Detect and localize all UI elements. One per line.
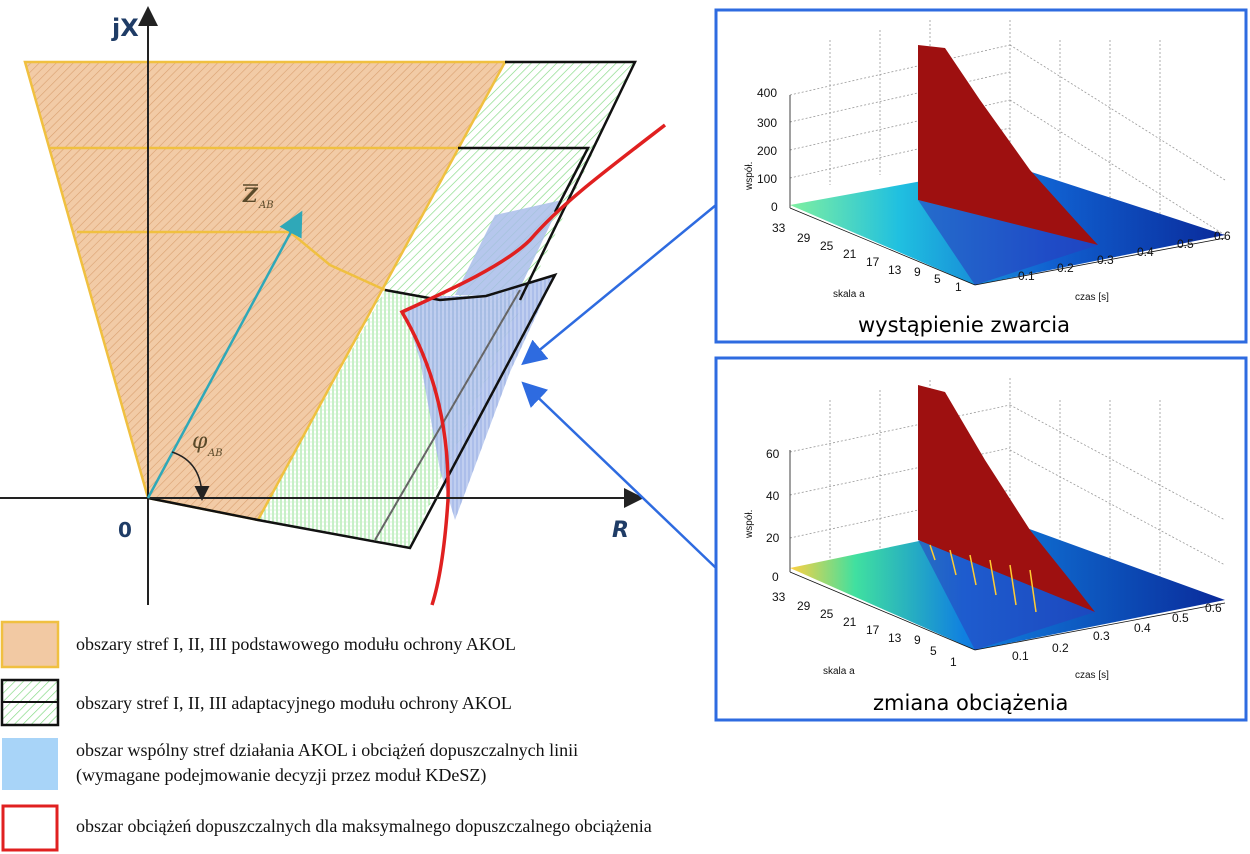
a-tick: 9	[914, 265, 921, 279]
a-tick: 5	[930, 644, 937, 658]
a-tick: 33	[772, 590, 786, 604]
z-tick: 400	[757, 86, 777, 100]
panel-load: 60 40 20 0 współ. 33 29 25 21 17 13 9 5 …	[714, 356, 1248, 722]
vector-subscript: AB	[258, 200, 274, 211]
panel-caption: zmiana obciążenia	[873, 691, 1068, 715]
z-tick: 0	[772, 570, 779, 584]
adaptive-zone-III-border	[505, 60, 637, 301]
a-tick: 25	[820, 607, 834, 621]
t-tick: 0.6	[1214, 229, 1231, 243]
t-tick: 0.5	[1177, 237, 1194, 251]
panel-caption: wystąpienie zwarcia	[858, 313, 1070, 337]
t-tick: 0.4	[1137, 245, 1154, 259]
t-tick: 0.6	[1205, 601, 1222, 615]
angle-label: φ	[192, 429, 208, 454]
t-axis-label: czas [s]	[1075, 670, 1109, 681]
a-tick: 17	[866, 255, 880, 269]
adaptive-zone-I-border	[147, 272, 558, 550]
a-axis-label: skala a	[823, 666, 855, 677]
z-tick: 0	[771, 200, 778, 214]
legend-item: (wymagane podejmowanie decyzji przez mod…	[76, 765, 486, 786]
impedance-diagram: jX R 0 Z AB φ AB	[0, 6, 667, 606]
legend-swatch-basic	[0, 620, 60, 669]
a-tick: 1	[950, 655, 957, 669]
vector-label: Z	[242, 183, 259, 207]
z-axis-label: współ.	[744, 510, 755, 539]
impedance-vector	[146, 210, 303, 499]
common-area	[405, 275, 555, 520]
a-tick: 13	[888, 631, 902, 645]
t-tick: 0.1	[1012, 649, 1029, 663]
legend-item: obszary stref I, II, III podstawowego mo…	[76, 634, 516, 654]
t-tick: 0.3	[1097, 253, 1114, 267]
z-tick: 20	[766, 531, 780, 545]
origin-label: 0	[118, 518, 132, 542]
legend-item: obszary stref I, II, III adaptacyjnego m…	[76, 693, 512, 713]
angle-subscript: AB	[207, 448, 223, 459]
t-tick: 0.2	[1057, 261, 1074, 275]
a-tick: 17	[866, 623, 880, 637]
adaptive-zone-II-border	[458, 146, 591, 213]
a-tick: 21	[843, 615, 857, 629]
legend-item: obszar obciążeń dopuszczalnych dla maksy…	[76, 816, 652, 836]
a-tick: 13	[888, 263, 902, 277]
arrow-to-load-panel	[521, 381, 717, 569]
a-tick: 9	[914, 633, 921, 647]
arrow-to-fault-panel	[521, 204, 717, 366]
axis-x-label: R	[612, 518, 629, 543]
axis-y-label: jX	[111, 14, 139, 42]
a-axis-label: skala a	[833, 289, 865, 300]
t-axis-label: czas [s]	[1075, 292, 1109, 303]
t-tick: 0.4	[1134, 621, 1151, 635]
angle-arc	[171, 451, 210, 501]
a-tick: 1	[955, 280, 962, 294]
load-limit-curve	[399, 123, 667, 606]
legend: obszary stref I, II, III podstawowego mo…	[0, 620, 652, 852]
basic-zone-I-border	[77, 230, 386, 292]
t-tick: 0.1	[1018, 269, 1035, 283]
z-tick: 100	[757, 172, 777, 186]
t-tick: 0.3	[1093, 629, 1110, 643]
z-axis-label: współ.	[744, 162, 755, 191]
legend-item: obszar wspólny stref działania AKOL i ob…	[76, 740, 578, 760]
panel-fault: 400 300 200 100 0 współ. 33 29 25 21 17 …	[714, 8, 1248, 344]
t-tick: 0.5	[1172, 611, 1189, 625]
a-tick: 21	[843, 247, 857, 261]
a-tick: 5	[934, 272, 941, 286]
z-tick: 200	[757, 144, 777, 158]
a-tick: 33	[772, 221, 786, 235]
z-tick: 60	[766, 447, 780, 461]
a-tick: 29	[797, 231, 811, 245]
a-tick: 29	[797, 599, 811, 613]
z-tick: 40	[766, 489, 780, 503]
legend-swatch-common	[2, 738, 58, 790]
legend-swatch-load	[1, 804, 59, 852]
t-tick: 0.2	[1052, 641, 1069, 655]
a-tick: 25	[820, 239, 834, 253]
z-tick: 300	[757, 116, 777, 130]
